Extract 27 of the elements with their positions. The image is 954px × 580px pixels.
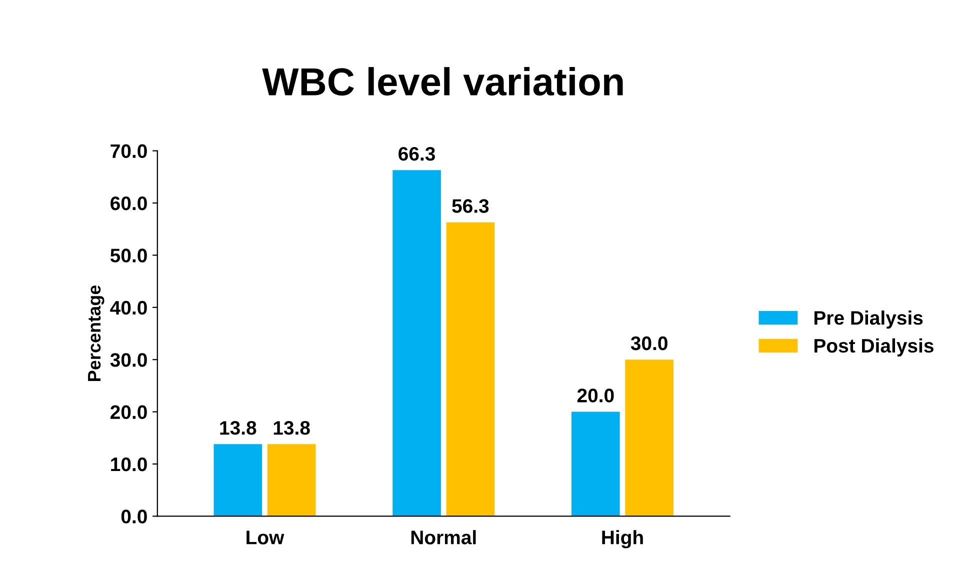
data-label: 56.3	[452, 199, 489, 213]
y-tick-label: 50.0	[110, 248, 147, 262]
y-tick-label: 10.0	[111, 457, 147, 472]
data-label: 30.0	[630, 336, 668, 350]
legend-label: Post Dialysis	[814, 338, 934, 356]
bar	[446, 222, 495, 516]
bar	[214, 444, 262, 516]
data-label: 13.8	[220, 420, 256, 435]
y-tick-label: 40.0	[110, 300, 147, 315]
legend-label: Pre Dialysis	[814, 310, 923, 329]
y-axis-title: Percentage	[88, 285, 104, 381]
y-tick-label: 70.0	[110, 144, 147, 158]
x-tick-label: Normal	[411, 530, 476, 544]
x-tick-label: Low	[246, 530, 284, 544]
y-tick-label: 60.0	[110, 196, 147, 210]
x-tick-label: High	[602, 530, 643, 548]
data-label: 20.0	[577, 388, 614, 402]
bar	[625, 360, 674, 516]
bar	[392, 170, 441, 516]
y-tick-label: 30.0	[110, 353, 147, 367]
data-label: 13.8	[274, 420, 310, 435]
bar	[572, 412, 620, 516]
y-tick-label: 0.0	[121, 510, 147, 524]
y-tick-label: 20.0	[110, 405, 147, 420]
bar	[267, 444, 316, 516]
data-label: 66.3	[398, 146, 435, 161]
chart-title: WBC level variation	[262, 67, 623, 96]
